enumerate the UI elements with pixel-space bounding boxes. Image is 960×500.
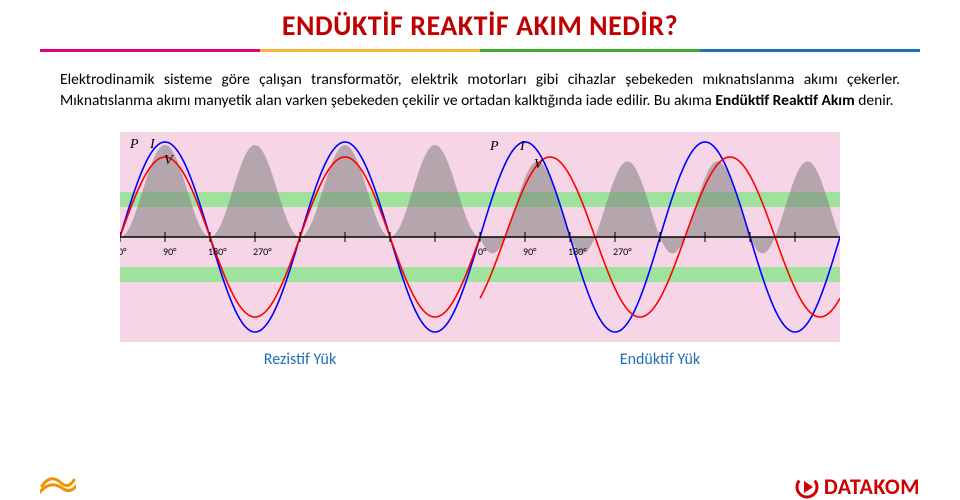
paragraph-tail: denir. — [855, 91, 894, 110]
svg-text:P: P — [489, 139, 499, 154]
footer: DATAKOM — [794, 473, 920, 500]
title-text: ENDÜKTİF REAKTİF AKIM NEDİR? — [282, 8, 678, 43]
svg-text:90°: 90° — [163, 245, 177, 258]
svg-text:270°: 270° — [613, 245, 632, 258]
load-labels-row: Rezistif Yük Endüktif Yük — [120, 350, 840, 369]
footer-brand: DATAKOM — [824, 473, 920, 500]
svg-text:V: V — [534, 157, 544, 172]
svg-text:0°: 0° — [120, 245, 127, 258]
svg-text:270°: 270° — [253, 245, 272, 258]
chart-svg: PIV0°90°180°270°PIV0°90°180°270° — [120, 132, 840, 342]
svg-text:V: V — [164, 153, 174, 168]
inductive-load-label: Endüktif Yük — [480, 350, 840, 369]
svg-text:90°: 90° — [523, 245, 537, 258]
datakom-logo: DATAKOM — [794, 473, 920, 500]
resistive-load-label: Rezistif Yük — [120, 350, 480, 369]
svg-text:P: P — [129, 137, 139, 152]
svg-text:180°: 180° — [568, 245, 587, 258]
color-stripe — [40, 49, 920, 52]
datakom-symbol-icon — [794, 474, 820, 500]
paragraph-bold: Endüktif Reaktif Akım — [715, 91, 854, 110]
page-title: ENDÜKTİF REAKTİF AKIM NEDİR? — [0, 8, 960, 43]
swirl-logo-icon — [40, 472, 76, 500]
svg-text:0°: 0° — [478, 245, 487, 258]
waveform-chart: PIV0°90°180°270°PIV0°90°180°270° — [120, 132, 840, 342]
body-paragraph: Elektrodinamik sisteme göre çalışan tran… — [60, 70, 900, 112]
svg-text:180°: 180° — [208, 245, 227, 258]
